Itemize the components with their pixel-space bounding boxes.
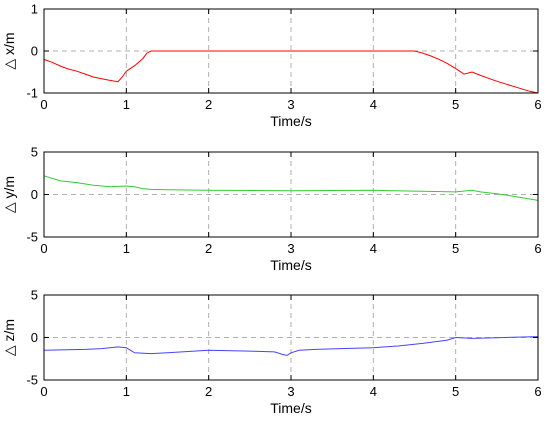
x-tick-label: 5 [452, 384, 459, 399]
x-tick-label: 1 [123, 241, 130, 256]
y-tick-label: 5 [31, 145, 38, 160]
x-tick-label: 0 [40, 384, 47, 399]
y-tick-label: 0 [31, 44, 38, 59]
x-tick-label: 1 [123, 97, 130, 112]
x-tick-label: 6 [534, 384, 541, 399]
x-tick-label: 2 [205, 384, 212, 399]
x-axis-label: Time/s [270, 400, 311, 416]
x-tick-label: 4 [370, 97, 377, 112]
x-tick-label: 4 [370, 241, 377, 256]
x-tick-label: 5 [452, 241, 459, 256]
y-tick-label: 0 [31, 330, 38, 345]
x-tick-label: 3 [287, 384, 294, 399]
y-tick-label: 0 [31, 187, 38, 202]
x-tick-label: 0 [40, 241, 47, 256]
y-tick-label: -1 [26, 86, 38, 101]
x-tick-label: 5 [452, 97, 459, 112]
x-tick-label: 3 [287, 241, 294, 256]
series-line [43, 50, 539, 94]
x-tick-label: 0 [40, 97, 47, 112]
x-tick-label: 6 [534, 97, 541, 112]
x-tick-label: 2 [205, 97, 212, 112]
y-tick-label: -5 [26, 230, 38, 245]
x-tick-label: 6 [534, 241, 541, 256]
x-axis-label: Time/s [270, 257, 311, 273]
x-tick-label: 1 [123, 384, 130, 399]
y-axis-label: △ z/m [1, 319, 17, 356]
series-line [43, 175, 539, 201]
y-tick-label: -5 [26, 373, 38, 388]
y-axis-label: △ y/m [1, 176, 17, 213]
series-line [43, 336, 539, 356]
x-tick-label: 2 [205, 241, 212, 256]
y-tick-label: 5 [31, 288, 38, 303]
y-axis-label: △ x/m [1, 32, 17, 69]
x-tick-label: 4 [370, 384, 377, 399]
x-tick-label: 3 [287, 97, 294, 112]
y-tick-label: 1 [31, 2, 38, 17]
x-axis-label: Time/s [270, 113, 311, 129]
